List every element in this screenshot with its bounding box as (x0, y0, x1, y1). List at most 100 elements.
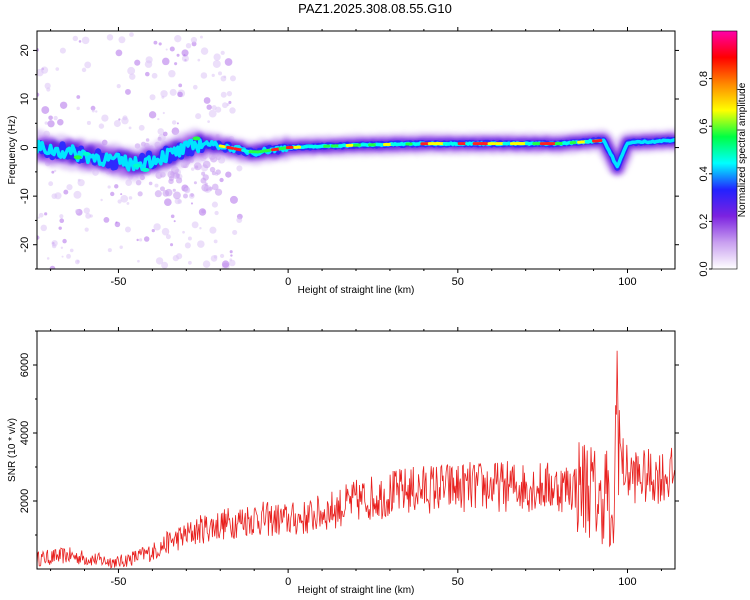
noise-blob (151, 228, 155, 233)
noise-blob (214, 188, 223, 196)
noise-blob (37, 235, 40, 240)
noise-blob (117, 199, 122, 204)
noise-blob (85, 213, 91, 219)
noise-blob (44, 212, 48, 216)
noise-blob (128, 126, 132, 130)
ridge-hot-segment (218, 144, 226, 149)
snr-ticks: -50 0 50 100 2000 4000 6000 (19, 327, 679, 588)
noise-blob (124, 226, 131, 233)
noise-blob (37, 216, 40, 219)
noise-blob (114, 184, 119, 189)
noise-blob (121, 117, 129, 125)
noise-blob (61, 255, 64, 258)
noise-blob (192, 84, 198, 90)
ridge-hot-segments (73, 136, 603, 172)
noise-blob (83, 207, 90, 214)
noise-blob (115, 49, 123, 57)
noise-blob (160, 90, 168, 98)
noise-blob (213, 53, 221, 61)
noise-blob (125, 88, 131, 95)
noise-blob (226, 103, 230, 106)
noise-blob (215, 106, 222, 113)
ridge-hot-segment (141, 167, 150, 172)
noise-blob (203, 97, 211, 104)
noise-blob (154, 190, 162, 198)
noise-blob (181, 54, 189, 63)
noise-blob (107, 185, 111, 189)
noise-blob (184, 242, 191, 249)
noise-blob (229, 75, 236, 82)
noise-blob (81, 67, 87, 73)
noise-blob (95, 110, 98, 113)
colorbar-tick-label: 0.4 (698, 166, 710, 181)
noise-blob (218, 71, 223, 76)
noise-blob (220, 91, 227, 98)
ridge-hot-segment (82, 151, 91, 156)
y-tick-label: 2000 (19, 489, 31, 513)
noise-blob (59, 47, 66, 54)
ridge-hot-segment (592, 139, 603, 143)
noise-blob (184, 187, 191, 194)
noise-blob (107, 248, 112, 253)
noise-blob (175, 177, 183, 184)
x-tick-label: 100 (618, 576, 636, 588)
noise-blob (37, 92, 40, 97)
noise-blob (232, 229, 238, 236)
noise-blob (229, 195, 238, 204)
noise-blob (100, 198, 103, 202)
x-tick-label: 100 (618, 276, 636, 288)
snr-ylabel: SNR (10 * v/v) (7, 418, 18, 482)
noise-blob (76, 259, 80, 263)
noise-blob (220, 75, 227, 82)
colorbar-tick-label: 0.6 (698, 119, 710, 134)
noise-blob (211, 171, 216, 176)
colorbar-tick-label: 0.2 (698, 214, 710, 229)
noise-blob (229, 250, 233, 254)
noise-blob (159, 186, 165, 192)
noise-blob (151, 72, 158, 79)
y-tick-label: 10 (19, 93, 31, 105)
chart-title: PAZ1.2025.308.08.55.G10 (298, 1, 452, 16)
noise-blob (211, 73, 215, 78)
noise-blob (51, 243, 57, 249)
noise-blob (126, 201, 130, 205)
noise-blob (138, 238, 143, 242)
noise-blob (230, 254, 233, 257)
colorbar-tick-label: 0.0 (698, 261, 710, 276)
noise-blob (115, 221, 118, 224)
noise-blob (103, 216, 110, 223)
noise-blob (219, 177, 224, 183)
noise-blob (91, 109, 95, 113)
noise-blob (145, 138, 150, 142)
noise-blob (202, 260, 211, 268)
noise-blob (222, 102, 228, 109)
noise-blob (187, 236, 192, 241)
noise-blob (78, 40, 82, 43)
noise-blob (236, 165, 243, 172)
noise-blob (169, 88, 177, 96)
noise-blob (136, 238, 139, 242)
noise-blob (197, 240, 205, 248)
noise-blob (153, 40, 158, 45)
noise-blob (170, 243, 174, 247)
noise-blob (190, 202, 194, 205)
noise-blob (191, 221, 199, 229)
noise-blob (116, 84, 121, 89)
noise-blob (182, 230, 185, 234)
noise-blob (174, 62, 178, 66)
snr-panel: -50 0 50 100 2000 4000 6000 Height of straight… (7, 327, 679, 596)
noise-blob (164, 198, 172, 207)
noise-blob (176, 122, 179, 125)
y-tick-label: 0 (19, 145, 31, 151)
noise-blob (76, 106, 80, 111)
noise-blob (228, 259, 236, 267)
noise-blob (171, 120, 177, 125)
noise-blob (162, 57, 170, 66)
noise-blob (59, 214, 64, 219)
noise-blob (58, 226, 62, 230)
noise-blob (49, 265, 56, 269)
x-tick-label: 50 (452, 576, 464, 588)
colorbar-frame (711, 30, 738, 270)
noise-blob (207, 120, 210, 123)
noise-blob (229, 107, 236, 114)
